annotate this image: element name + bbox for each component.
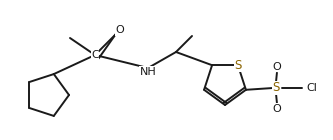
Text: O: O xyxy=(116,25,124,35)
Text: C: C xyxy=(91,50,99,60)
Text: Cl: Cl xyxy=(306,83,317,93)
Text: O: O xyxy=(272,104,281,114)
Text: O: O xyxy=(272,62,281,72)
Text: S: S xyxy=(272,81,280,94)
Text: S: S xyxy=(234,59,242,72)
Text: NH: NH xyxy=(140,67,157,77)
